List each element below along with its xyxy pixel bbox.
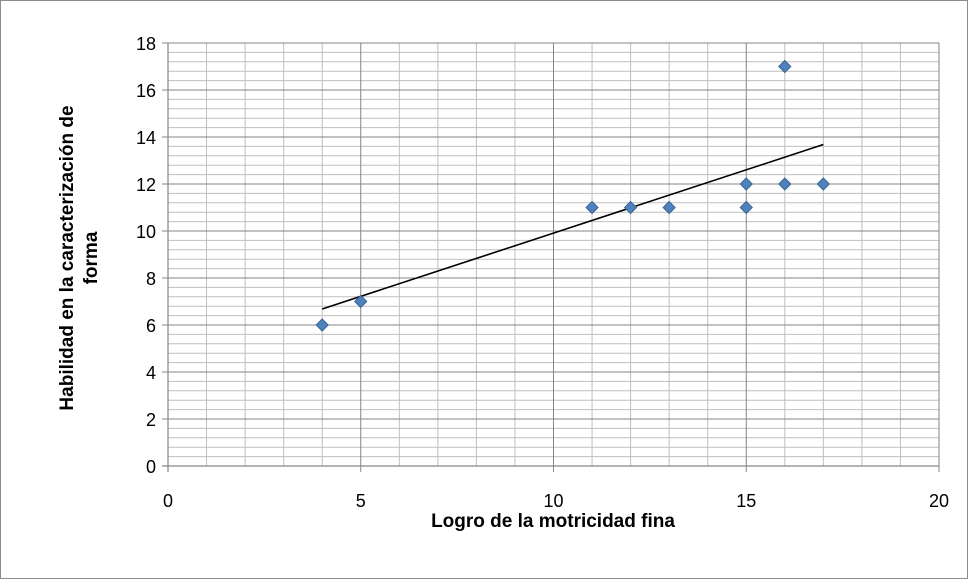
trendline-group <box>321 143 824 310</box>
y-tick-labels: 0 2 4 6 8 10 12 14 16 18 <box>136 34 156 477</box>
data-point <box>816 177 831 191</box>
data-point <box>315 318 329 332</box>
y-tick-label: 6 <box>146 316 156 336</box>
data-point <box>585 200 599 215</box>
y-axis-label-line-2: forma <box>81 231 102 284</box>
y-tick-label: 12 <box>136 175 156 195</box>
y-tick-label: 10 <box>136 222 156 242</box>
major-gridlines <box>167 42 940 467</box>
data-points <box>315 59 831 332</box>
y-tick-label: 2 <box>146 410 156 430</box>
x-tick-label: 20 <box>929 491 949 511</box>
axes <box>162 42 940 472</box>
data-point <box>778 177 792 191</box>
trendline <box>321 143 824 310</box>
data-point <box>778 59 792 74</box>
y-axis-label: Habilidad en la caracterización de forma <box>57 105 102 410</box>
x-tick-label: 10 <box>543 491 563 511</box>
data-point <box>623 200 638 215</box>
x-tick-label: 0 <box>163 491 173 511</box>
y-tick-label: 18 <box>136 34 156 54</box>
data-point <box>739 177 753 191</box>
y-tick-label: 14 <box>136 128 156 148</box>
data-point <box>662 200 676 215</box>
data-point <box>354 294 368 309</box>
y-tick-label: 4 <box>146 363 156 383</box>
x-tick-label: 5 <box>356 491 366 511</box>
data-point <box>739 200 753 215</box>
x-axis-label: Logro de la motricidad fina <box>431 511 675 532</box>
x-tick-labels: 0 5 10 15 20 <box>163 491 949 511</box>
x-tick-label: 15 <box>736 491 756 511</box>
y-tick-label: 8 <box>146 269 156 289</box>
y-tick-label: 0 <box>146 457 156 477</box>
y-tick-label: 16 <box>136 81 156 101</box>
y-axis-label-line-1: Habilidad en la caracterización de <box>57 105 78 410</box>
